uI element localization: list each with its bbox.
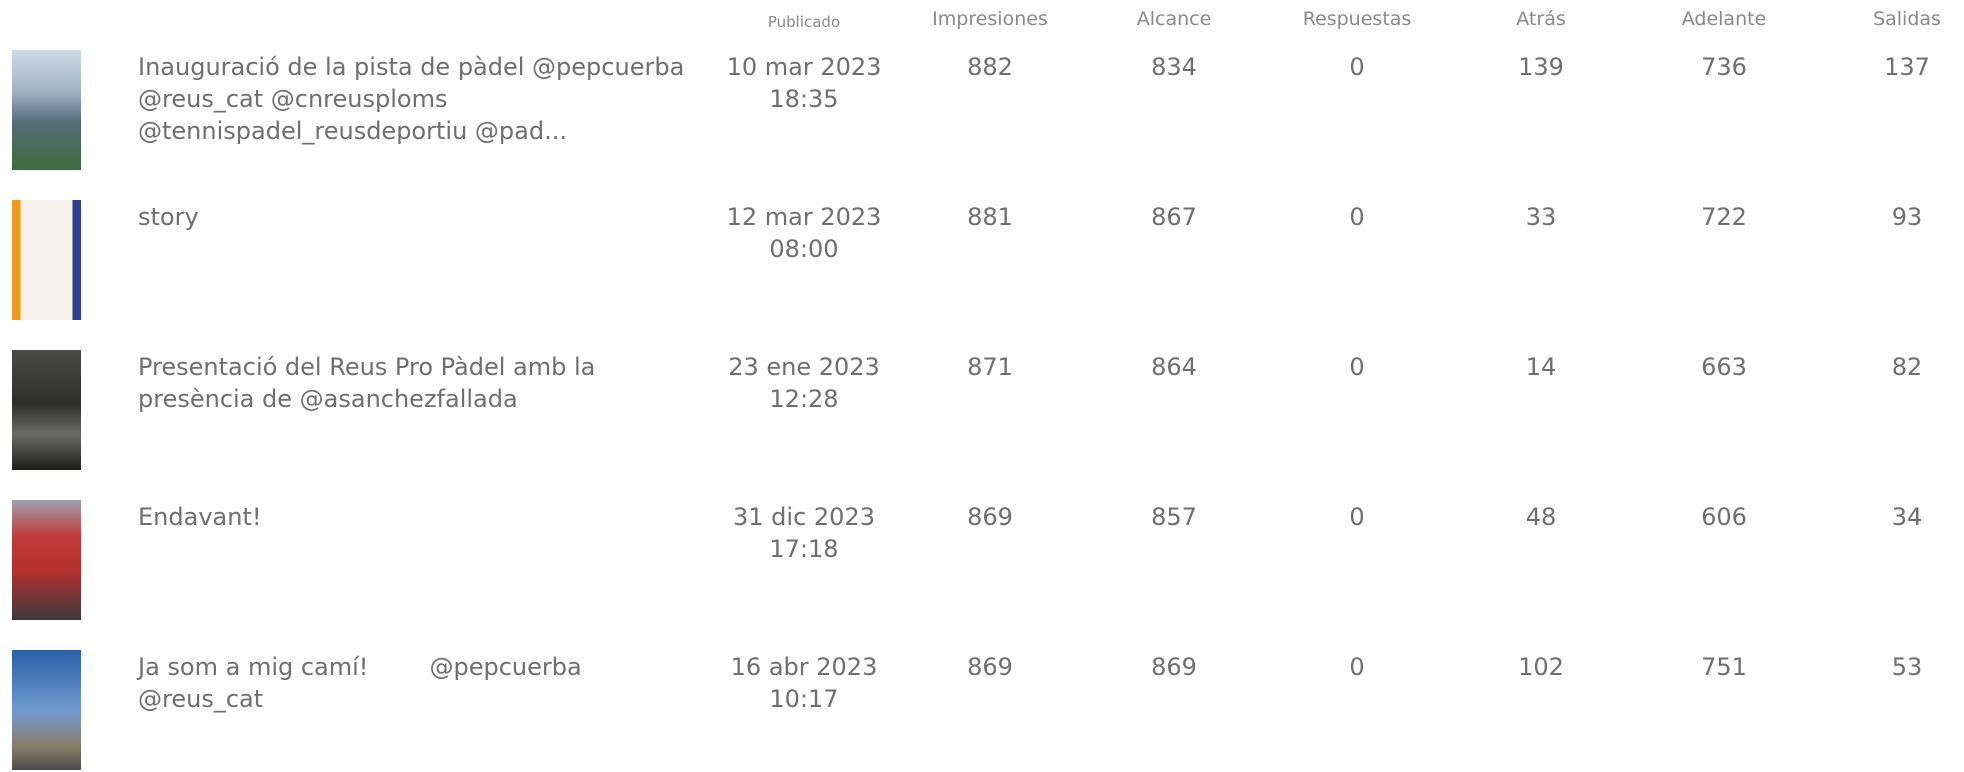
story-title[interactable]: story <box>138 203 199 231</box>
metric-value: 0 <box>1349 353 1365 381</box>
story-thumbnail[interactable] <box>12 50 81 170</box>
story-thumbnail[interactable] <box>12 650 81 770</box>
published-time: 10:17 <box>769 685 839 713</box>
published-time: 08:00 <box>769 235 839 263</box>
column-header[interactable]: Publicado <box>767 13 841 31</box>
metric-value: 34 <box>1891 503 1923 531</box>
story-title[interactable]: Presentació del Reus Pro Pàdel amb la pr… <box>138 353 603 413</box>
story-title[interactable]: Ja som a mig camí! @pepcuerba @reus_cat <box>138 653 590 713</box>
metric-value: 722 <box>1701 203 1747 231</box>
published-time: 17:18 <box>769 535 839 563</box>
metric-value: 882 <box>967 53 1013 81</box>
metric-value: 0 <box>1349 53 1365 81</box>
metric-value: 871 <box>967 353 1013 381</box>
metric-value: 864 <box>1151 353 1197 381</box>
published-date: 31 dic 2023 <box>733 503 875 531</box>
metric-value: 869 <box>1151 653 1197 681</box>
column-header[interactable]: Alcance <box>1136 8 1212 30</box>
metric-value: 82 <box>1891 353 1923 381</box>
metric-value: 102 <box>1518 653 1564 681</box>
story-thumbnail[interactable] <box>12 200 81 320</box>
metric-value: 881 <box>967 203 1013 231</box>
metric-value: 751 <box>1701 653 1747 681</box>
metric-value: 0 <box>1349 503 1365 531</box>
metric-value: 663 <box>1701 353 1747 381</box>
column-header[interactable]: Adelante <box>1681 8 1767 30</box>
column-header[interactable]: Atrás <box>1516 8 1566 30</box>
published-time: 12:28 <box>769 385 839 413</box>
metric-value: 139 <box>1518 53 1564 81</box>
metric-value: 869 <box>967 653 1013 681</box>
metric-value: 606 <box>1701 503 1747 531</box>
metric-value: 736 <box>1701 53 1747 81</box>
metric-value: 93 <box>1891 203 1923 231</box>
metric-value: 33 <box>1525 203 1557 231</box>
metric-value: 53 <box>1891 653 1923 681</box>
metric-value: 14 <box>1525 353 1557 381</box>
published-date: 16 abr 2023 <box>730 653 878 681</box>
published-date: 23 ene 2023 <box>728 353 880 381</box>
metric-value: 137 <box>1884 53 1930 81</box>
published-date: 10 mar 2023 <box>726 53 882 81</box>
story-thumbnail[interactable] <box>12 350 81 470</box>
column-header[interactable]: Impresiones <box>932 8 1048 30</box>
column-header[interactable]: Respuestas <box>1302 8 1412 30</box>
metric-value: 869 <box>967 503 1013 531</box>
metric-value: 48 <box>1525 503 1557 531</box>
published-date: 12 mar 2023 <box>726 203 882 231</box>
metric-value: 857 <box>1151 503 1197 531</box>
story-title[interactable]: Endavant! <box>138 503 262 531</box>
published-time: 18:35 <box>769 85 839 113</box>
metric-value: 0 <box>1349 203 1365 231</box>
story-thumbnail[interactable] <box>12 500 81 620</box>
column-header[interactable]: Salidas <box>1873 8 1941 30</box>
story-title[interactable]: Inauguració de la pista de pàdel @pepcue… <box>138 53 692 145</box>
metric-value: 834 <box>1151 53 1197 81</box>
metric-value: 867 <box>1151 203 1197 231</box>
metric-value: 0 <box>1349 653 1365 681</box>
